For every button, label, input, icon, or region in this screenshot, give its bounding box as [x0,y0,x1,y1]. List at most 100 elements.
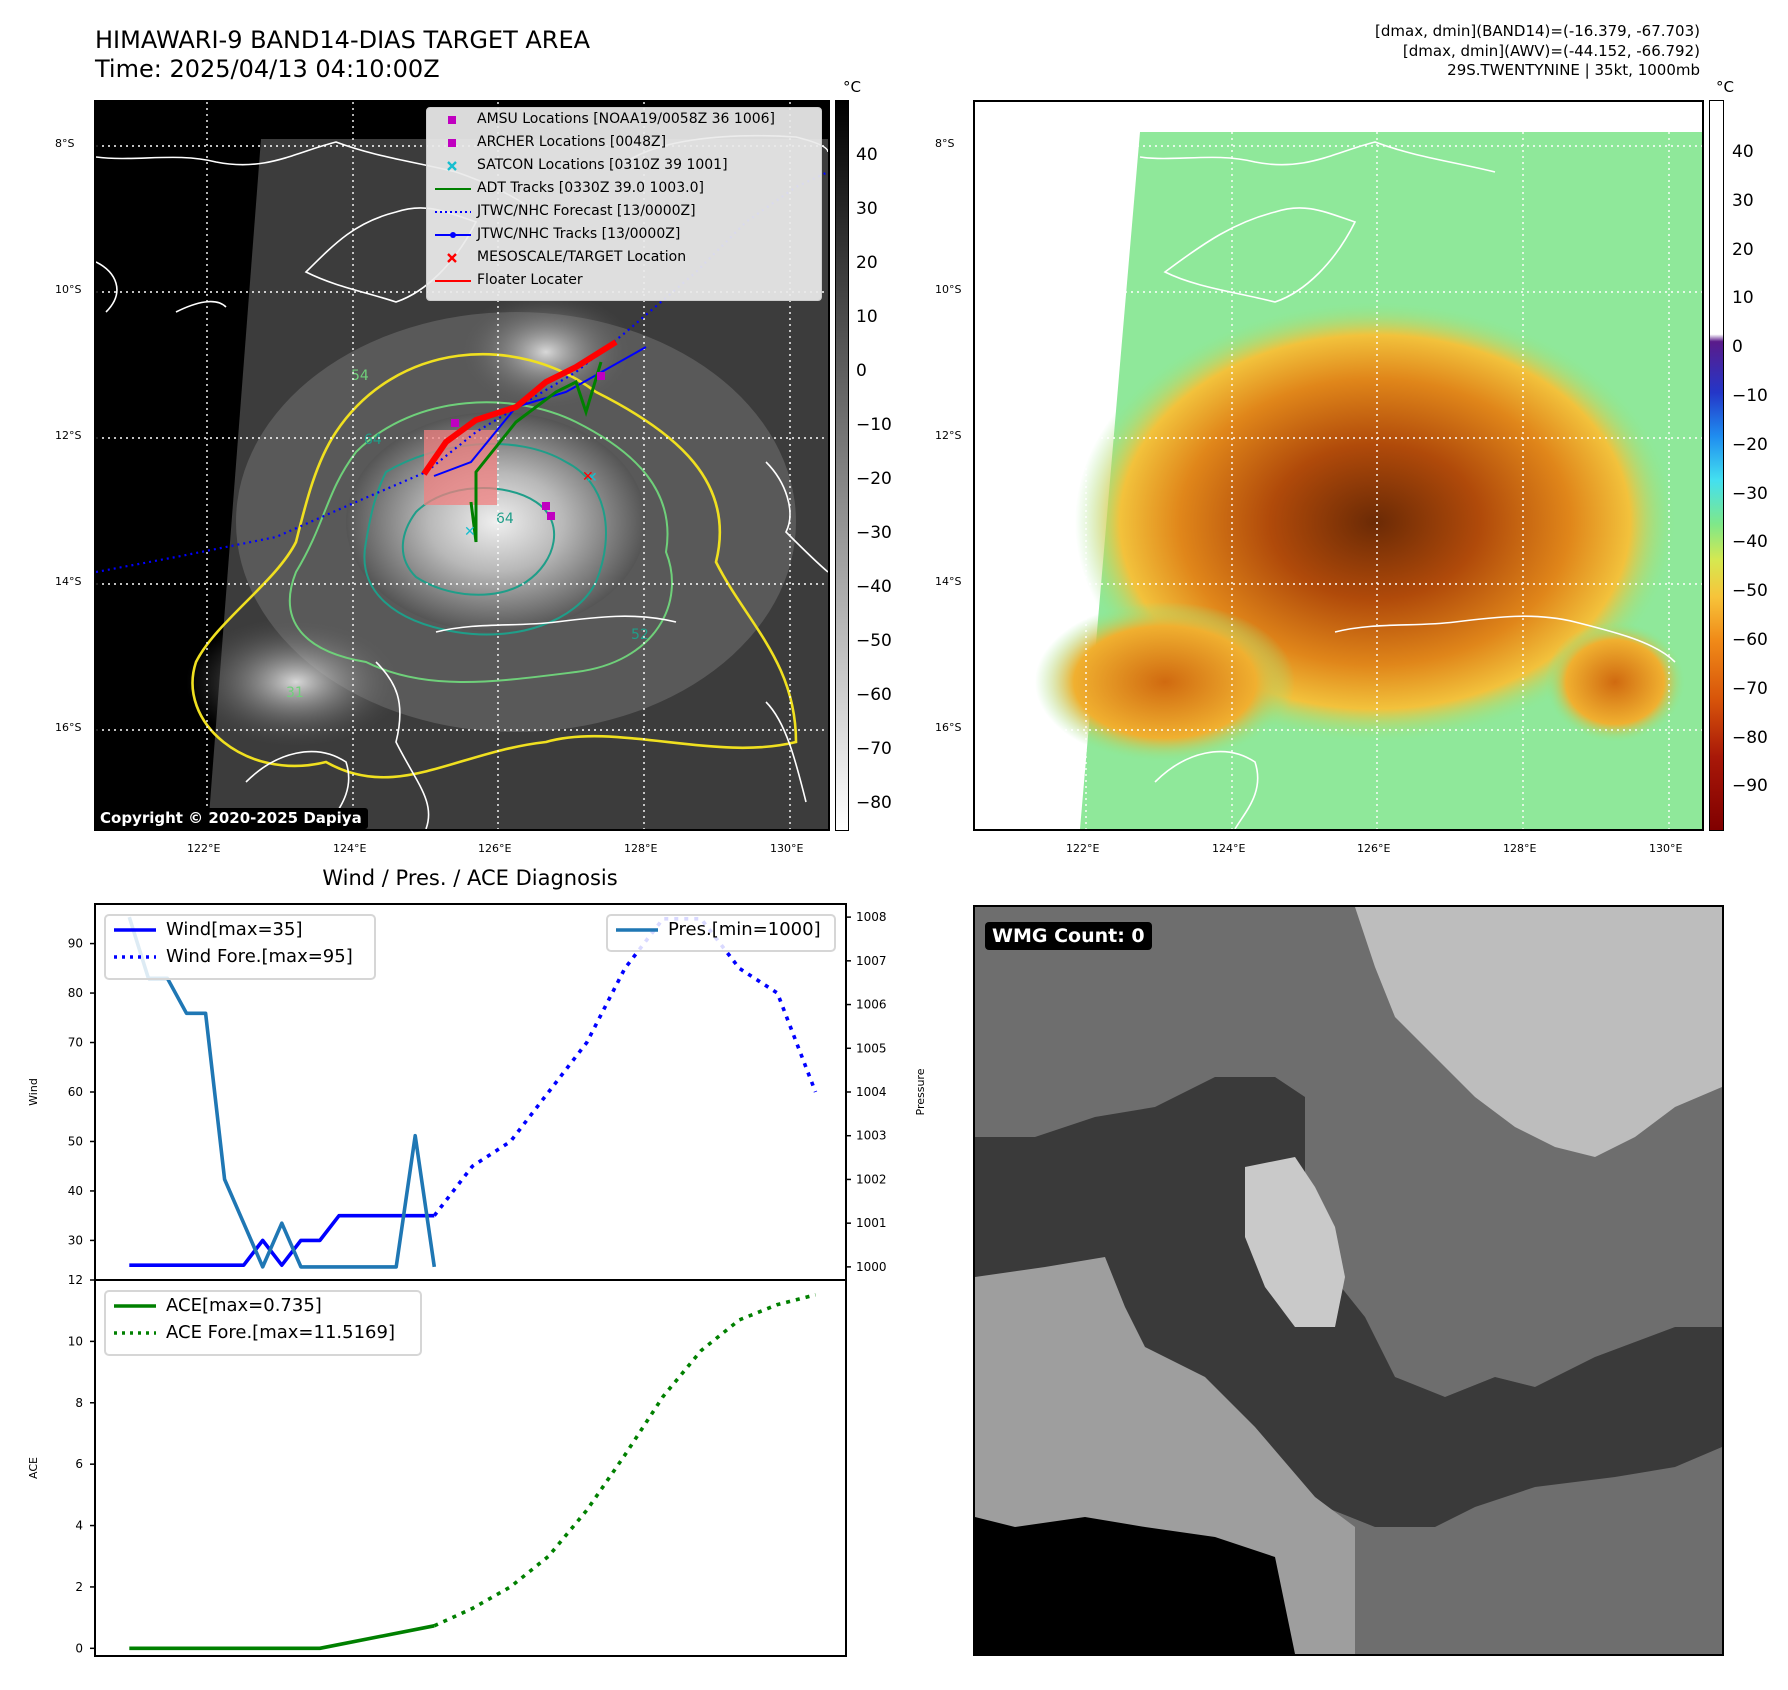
legend-marker-icon [448,116,456,124]
figure-title: HIMAWARI-9 BAND14-DIAS TARGET AREA Time:… [95,26,590,84]
ir-colorbar-tick: −60 [856,685,892,705]
wv-lon-label: 124°E [1212,842,1246,855]
ace-fore-legend-label: ACE Fore.[max=11.5169] [166,1322,395,1343]
wv-map-svg [975,102,1702,829]
legend-item: Floater Locater [427,269,821,292]
ir-colorbar-tick: −80 [856,793,892,813]
wind-legend-label: Wind[max=35] [166,919,303,940]
wv-lon-label: 130°E [1649,842,1683,855]
y-tick-label: 12 [68,1273,83,1287]
ir-map-legend: AMSU Locations [NOAA19/0058Z 36 1006] ARC… [426,107,822,301]
wv-lat-label: 8°S [935,137,955,150]
wv-lon-label: 122°E [1066,842,1100,855]
legend-marker-icon [435,188,471,190]
ir-lon-label: 126°E [478,842,512,855]
contour-label-54: 54 [351,368,369,384]
ir-colorbar [835,100,849,831]
series-line [129,1213,435,1268]
y-tick-label: 4 [75,1519,83,1533]
series-line [127,916,437,1269]
amsu-marker [451,419,459,427]
contour-label-64b: 64 [496,511,514,527]
legend-item-label: JTWC/NHC Tracks [13/0000Z] [477,226,681,242]
target-location-marker: ✕ [582,469,594,485]
wv-lat-label: 12°S [935,429,962,442]
wv-colorbar [1709,100,1724,831]
ir-colorbar-tick: −20 [856,469,892,489]
y-tick-label: 2 [75,1580,83,1594]
ir-colorbar-tick: −10 [856,415,892,435]
wv-colorbar-tick: 30 [1732,190,1754,211]
series-line [432,916,818,1217]
y-tick-label: 0 [75,1641,83,1655]
contour-teal-outer [363,442,607,636]
y-tick-label: 50 [68,1134,83,1148]
wv-colorbar-tick: −40 [1732,532,1768,553]
wv-lat-label: 16°S [935,721,962,734]
cloud-n [456,292,636,412]
ir-colorbar-tick: −40 [856,577,892,597]
cloud-core [346,412,646,632]
legend-item: ADT Tracks [0330Z 39.0 1003.0] [427,177,821,200]
y2-tick-label: 1002 [856,1172,887,1186]
legend-item: JTWC/NHC Forecast [13/0000Z] [427,200,821,223]
y2-tick-label: 1005 [856,1041,887,1055]
title-time: Time: 2025/04/13 04:10:00Z [95,55,440,83]
contour-label-31: 31 [286,685,304,701]
y2-tick-label: 1007 [856,954,887,968]
legend-item: AMSU Locations [NOAA19/0058Z 36 1006] [427,108,821,131]
y2-axis-label: Pressure [914,1068,927,1115]
ir-lat-label: 8°S [55,137,75,150]
wind-legend: Wind[max=35] Wind Fore.[max=95] [104,914,376,980]
ir-colorbar-tick: −50 [856,631,892,651]
y-tick-label: 30 [68,1233,83,1247]
ir-legend-rows: AMSU Locations [NOAA19/0058Z 36 1006] ARC… [427,108,821,292]
awv-minmax: [dmax, dmin](AWV)=(-44.152, -66.792) [1402,41,1700,60]
wv-colorbar-unit: °C [1716,78,1734,96]
y-tick-label: 90 [68,937,83,951]
legend-item-label: Floater Locater [477,272,583,288]
legend-marker-icon [435,280,471,282]
legend-item: JTWC/NHC Tracks [13/0000Z] [427,223,821,246]
wmg-region-nw [975,907,1415,1137]
y-tick-label: 40 [68,1184,83,1198]
wv-sw-cloud [1035,602,1295,762]
legend-item: SATCON Locations [0310Z 39 1001] [427,154,821,177]
ir-lat-label: 10°S [55,283,82,296]
wv-colorbar-tick: −90 [1732,776,1768,797]
ir-lon-label: 128°E [624,842,658,855]
ir-lat-label: 12°S [55,429,82,442]
wind-fore-legend-label: Wind Fore.[max=95] [166,946,353,967]
stats-block: [dmax, dmin](BAND14)=(-16.379, -67.703) … [1375,22,1700,81]
ir-map-svg: 54 64 64 31 52 [96,102,828,829]
contour-label-52: 52 [631,627,649,643]
ace-legend-label: ACE[max=0.735] [166,1295,322,1316]
pressure-legend: Pres.[min=1000] [606,914,836,952]
wv-colorbar-tick: −30 [1732,483,1768,504]
wv-colorbar-tick: 10 [1732,288,1754,309]
contour-label-64a: 64 [364,432,382,448]
ir-lon-label: 122°E [187,842,221,855]
wv-map-panel [973,100,1704,831]
ace-legend-item: ACE[max=0.735] [106,1292,420,1319]
wv-colorbar-tick: −70 [1732,678,1768,699]
floater-locater-track [421,339,618,476]
legend-marker-icon [447,253,457,263]
satcon-marker: ✕ [464,524,476,540]
ir-lat-label: 14°S [55,575,82,588]
y2-tick-label: 1001 [856,1216,887,1230]
ir-colorbar-tick: 30 [856,199,878,219]
pressure-legend-item: Pres.[min=1000] [608,916,834,943]
legend-marker-icon [435,232,471,238]
ir-colorbar-unit: °C [843,78,861,96]
wv-colorbar-tick: 20 [1732,239,1754,260]
y-tick-label: 60 [68,1085,83,1099]
archer-marker-2 [542,502,550,510]
ir-colorbar-tick: 10 [856,307,878,327]
wv-colorbar-tick: −80 [1732,727,1768,748]
y-tick-label: 80 [68,986,83,1000]
wv-colorbar-tick: 40 [1732,142,1754,162]
ir-colorbar-tick: −30 [856,523,892,543]
wv-colorbar-tick: −50 [1732,581,1768,602]
y-tick-label: 70 [68,1036,83,1050]
